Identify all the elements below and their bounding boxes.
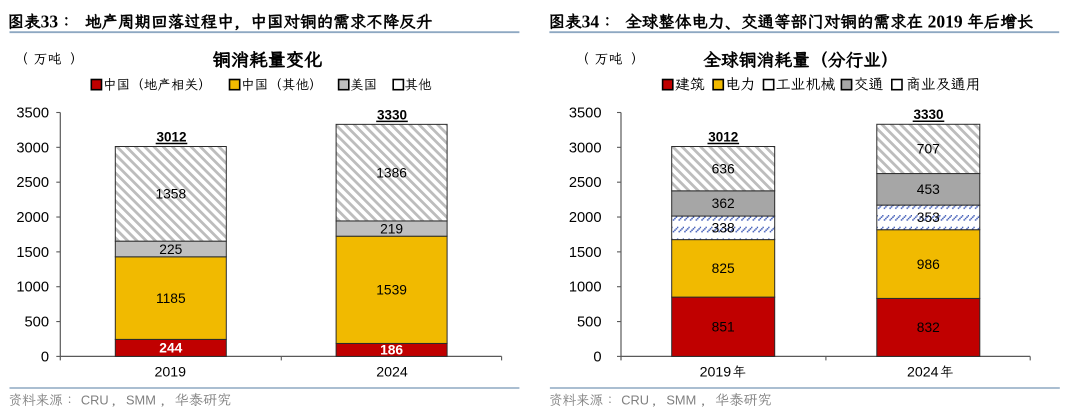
svg-text:2000: 2000 <box>569 210 602 226</box>
svg-text:2019: 2019 <box>155 364 187 380</box>
svg-text:1000: 1000 <box>569 280 602 296</box>
svg-text:2500: 2500 <box>16 175 49 191</box>
svg-text:3330: 3330 <box>913 107 943 122</box>
svg-text:353: 353 <box>917 210 940 225</box>
svg-text:0: 0 <box>593 349 601 365</box>
svg-text:500: 500 <box>24 315 49 331</box>
svg-text:2024: 2024 <box>907 364 939 380</box>
svg-text:851: 851 <box>712 320 735 335</box>
svg-text:453: 453 <box>917 182 940 197</box>
svg-text:707: 707 <box>917 142 940 157</box>
svg-text:225: 225 <box>159 242 182 257</box>
svg-text:3000: 3000 <box>569 140 602 156</box>
svg-text:1539: 1539 <box>376 283 407 298</box>
svg-text:SMM: SMM <box>666 393 696 408</box>
svg-text:33: 33 <box>41 11 59 31</box>
svg-text:2024: 2024 <box>376 364 408 380</box>
svg-text:636: 636 <box>712 161 735 176</box>
svg-text:3330: 3330 <box>377 107 407 122</box>
svg-text:3000: 3000 <box>16 140 49 156</box>
svg-text:986: 986 <box>917 257 940 272</box>
svg-text:1500: 1500 <box>569 245 602 261</box>
svg-text:1386: 1386 <box>376 165 407 180</box>
svg-text:CRU: CRU <box>621 393 649 408</box>
svg-text:362: 362 <box>712 196 735 211</box>
svg-text:219: 219 <box>380 221 403 236</box>
svg-text:2019: 2019 <box>700 364 732 380</box>
svg-text:CRU: CRU <box>81 393 109 408</box>
svg-text:34: 34 <box>582 11 600 31</box>
svg-text:500: 500 <box>577 315 602 331</box>
svg-text:2019: 2019 <box>928 11 963 31</box>
svg-text:3012: 3012 <box>708 129 738 144</box>
svg-text:3012: 3012 <box>156 129 186 144</box>
svg-text:2500: 2500 <box>569 175 602 191</box>
svg-text:832: 832 <box>917 320 940 335</box>
svg-text:SMM: SMM <box>126 393 156 408</box>
svg-text:3500: 3500 <box>569 106 602 122</box>
svg-text:1358: 1358 <box>155 187 186 202</box>
svg-text:244: 244 <box>159 341 182 356</box>
svg-text:3500: 3500 <box>16 106 49 122</box>
svg-text:0: 0 <box>41 349 49 365</box>
svg-text:1185: 1185 <box>156 291 186 306</box>
svg-text:1000: 1000 <box>16 280 49 296</box>
svg-text:825: 825 <box>712 261 735 276</box>
svg-text:338: 338 <box>712 221 735 236</box>
svg-text:2000: 2000 <box>16 210 49 226</box>
svg-text:186: 186 <box>380 343 403 358</box>
svg-text:1500: 1500 <box>16 245 49 261</box>
